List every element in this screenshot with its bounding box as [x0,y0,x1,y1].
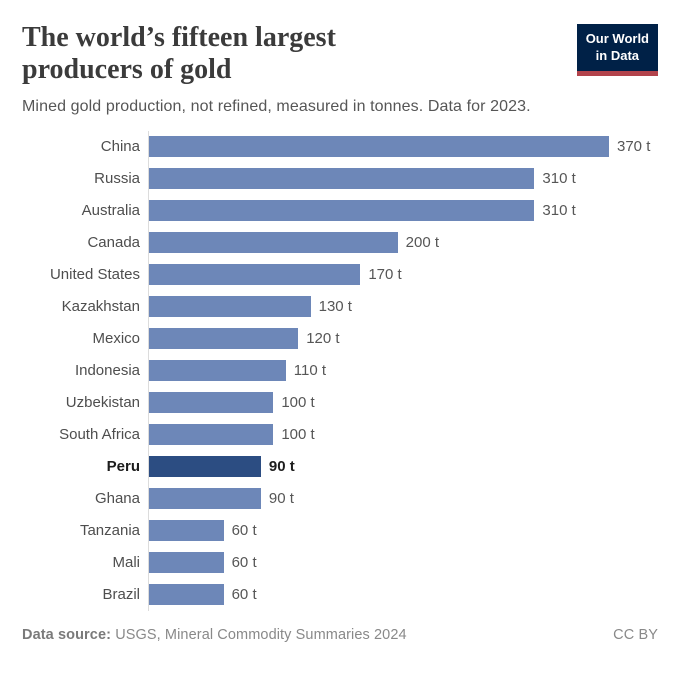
country-label: United States [49,266,140,284]
country-label: Ghana [94,490,140,508]
bar-track: 100 t [148,418,658,451]
chart-row: Russia 310 t [22,162,658,195]
chart-row: United States 170 t [22,258,658,291]
chart-row: China 370 t [22,130,658,163]
country-label: Canada [87,234,140,252]
chart-row: Tanzania 60 t [22,514,658,547]
bar-track: 60 t [148,546,658,579]
country-label: Indonesia [74,362,140,380]
page-title: The world’s fifteen largest producers of… [22,22,336,85]
value-label: 110 t [293,362,326,380]
country-label: Uzbekistan [65,394,140,412]
bar-track: 100 t [148,386,658,419]
country-label: Russia [94,170,140,188]
value-label: 90 t [268,458,295,476]
value-label: 100 t [281,426,315,444]
bar [149,488,261,510]
data-source-text: USGS, Mineral Commodity Summaries 2024 [115,626,407,643]
value-label: 60 t [231,586,257,604]
country-label: Kazakhstan [61,298,140,316]
country-label: China [100,138,140,156]
bar-track: 310 t [148,194,658,227]
bar [149,232,398,254]
value-label: 200 t [405,234,440,252]
chart-subtitle: Mined gold production, not refined, meas… [22,97,531,115]
bar [149,552,224,574]
bar-track: 120 t [148,322,658,355]
bar-track: 310 t [148,162,658,195]
owid-logo-line2: in Data [595,47,640,63]
country-label: Tanzania [79,522,140,540]
country-label: Mexico [92,330,140,348]
bar-track: 110 t [148,354,658,387]
bar [149,456,261,478]
chart-row: South Africa 100 t [22,418,658,451]
value-label: 90 t [268,490,294,508]
bar-track: 170 t [148,258,658,291]
data-source-label: Data source: [22,626,112,643]
bar-track: 130 t [148,290,658,323]
country-label: Peru [106,458,140,476]
value-label: 170 t [368,266,402,284]
header: The world’s fifteen largest producers of… [22,22,658,86]
license-badge: CC BY [613,626,658,643]
chart-row: Mexico 120 t [22,322,658,355]
value-label: 100 t [281,394,315,412]
value-label: 60 t [231,522,257,540]
bar-track: 200 t [148,226,658,259]
bar-track: 60 t [148,514,658,547]
chart-row: Uzbekistan 100 t [22,386,658,419]
bar-track: 370 t [148,130,658,163]
country-label: South Africa [59,426,140,444]
value-label: 60 t [231,554,257,572]
chart-row: Canada 200 t [22,226,658,259]
bar [149,264,361,286]
bar [149,168,535,190]
owid-logo: Our World in Data [576,24,658,76]
data-source: Data source: USGS, Mineral Commodity Sum… [22,627,407,643]
bar [149,200,535,222]
bar [149,136,609,158]
value-label: 310 t [542,202,576,220]
bar-track: 90 t [148,482,658,515]
bar [149,328,299,350]
chart-row: Brazil 60 t [22,578,658,611]
chart-row: Peru 90 t [22,450,658,483]
owid-logo-line1: Our World [585,31,649,46]
country-label: Mali [112,554,140,572]
bar [149,520,224,542]
chart-row: Indonesia 110 t [22,354,658,387]
value-label: 130 t [318,298,352,316]
footer: Data source: USGS, Mineral Commodity Sum… [22,627,658,643]
bar-track: 90 t [148,450,658,483]
chart-row: Mali 60 t [22,546,658,579]
chart: China 370 t Russia 310 t Australia 310 t Canad… [22,130,658,611]
value-label: 120 t [306,330,340,348]
chart-row: Australia 310 t [22,194,658,227]
value-label: 310 t [542,170,576,188]
bar [149,424,274,446]
country-label: Australia [81,202,140,220]
bar [149,392,274,414]
bar [149,584,224,606]
country-label: Brazil [102,586,140,604]
value-label: 370 t [617,138,651,156]
chart-row: Kazakhstan 130 t [22,290,658,323]
bar-track: 60 t [148,578,658,611]
bar [149,296,311,318]
chart-row: Ghana 90 t [22,482,658,515]
bar [149,360,286,382]
